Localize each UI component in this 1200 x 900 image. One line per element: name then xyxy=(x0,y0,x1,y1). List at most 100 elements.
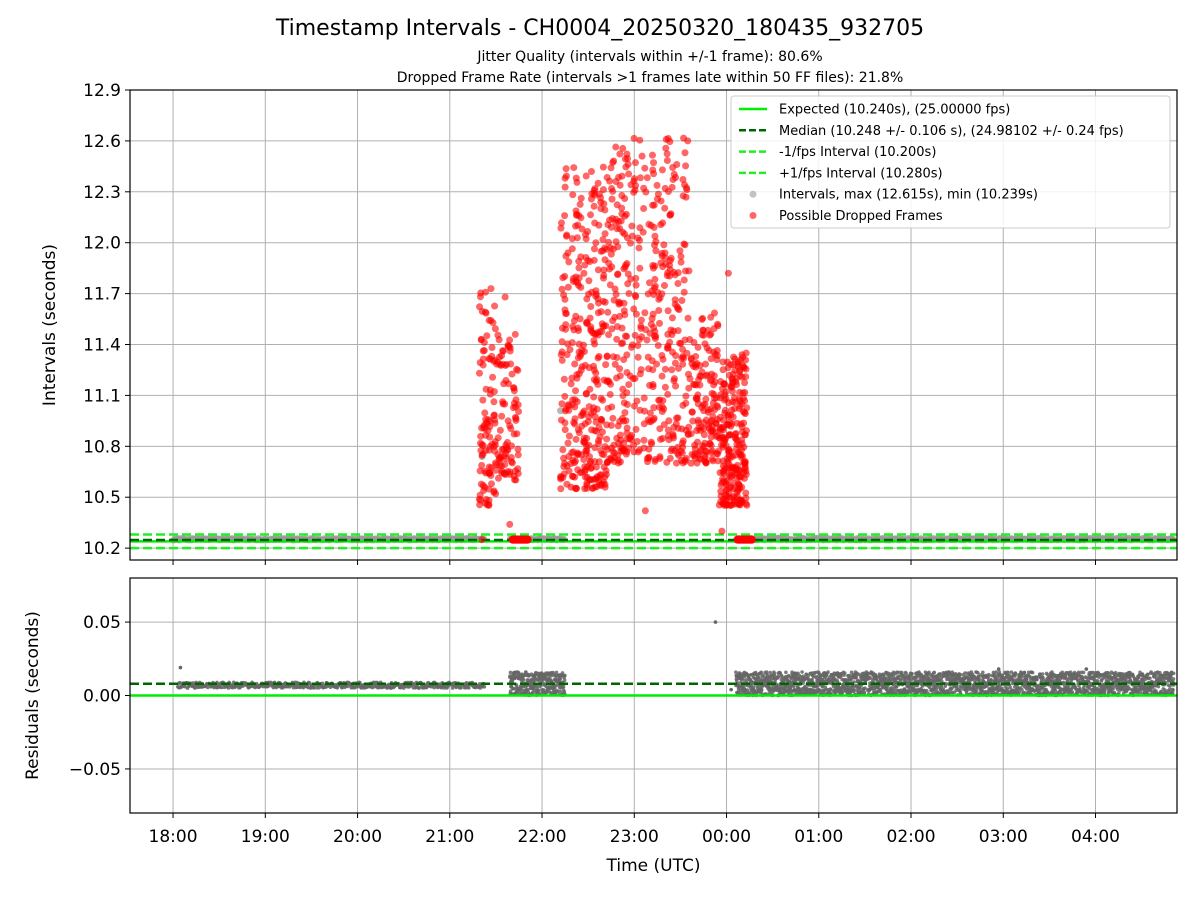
residual-point xyxy=(458,686,463,690)
dropped-frame-point xyxy=(681,149,689,157)
dropped-frame-point xyxy=(679,345,687,353)
dropped-frame-point xyxy=(568,245,576,253)
dropped-frame-point xyxy=(606,281,614,289)
dropped-frame-point xyxy=(658,290,666,298)
dropped-frame-point xyxy=(489,373,497,381)
dropped-frame-point xyxy=(582,253,590,261)
dropped-frame-point xyxy=(493,360,501,368)
dropped-frame-point xyxy=(680,276,688,284)
dropped-frame-point xyxy=(646,329,654,337)
residual-point xyxy=(811,675,816,679)
dropped-frame-point xyxy=(724,269,732,277)
dropped-frame-point xyxy=(678,439,686,447)
dropped-frame-point xyxy=(571,360,579,368)
dropped-frame-point xyxy=(506,520,514,528)
dropped-frame-point xyxy=(594,354,602,362)
dropped-frame-point xyxy=(636,174,644,182)
dropped-frame-point xyxy=(623,424,631,432)
dropped-frame-point xyxy=(605,238,613,246)
dropped-frame-point xyxy=(562,232,570,240)
dropped-frame-point xyxy=(668,314,676,322)
dropped-frame-point xyxy=(672,420,680,428)
dropped-frame-point xyxy=(480,421,488,429)
dropped-frame-point xyxy=(694,416,702,424)
dropped-frame-point xyxy=(737,453,745,461)
dropped-frame-point xyxy=(624,155,632,163)
dropped-frame-point xyxy=(557,224,565,232)
dropped-frame-point xyxy=(558,348,566,356)
dropped-frame-point xyxy=(729,463,737,471)
dropped-frame-point xyxy=(594,309,602,317)
dropped-frame-point xyxy=(590,202,598,210)
dropped-frame-point xyxy=(587,303,595,311)
intervals-y-axis-label: Intervals (seconds) xyxy=(40,244,60,406)
dropped-frame-point xyxy=(720,467,728,475)
dropped-frame-point xyxy=(660,282,668,290)
dropped-frame-point xyxy=(717,492,725,500)
residual-point xyxy=(562,678,567,683)
dropped-frame-point xyxy=(494,474,502,482)
dropped-frame-point xyxy=(583,481,591,489)
dropped-frame-point xyxy=(586,385,594,393)
residual-point xyxy=(800,670,804,674)
dropped-frame-point xyxy=(649,201,657,209)
dropped-frame-point xyxy=(559,446,567,454)
dropped-frame-point xyxy=(486,355,494,363)
interval-point xyxy=(556,407,564,415)
dropped-frame-point xyxy=(661,254,669,262)
residual-point xyxy=(776,674,781,679)
dropped-frame-point xyxy=(699,326,707,334)
dropped-frame-point xyxy=(662,144,670,152)
dropped-frame-point xyxy=(557,475,565,483)
dropped-frame-point xyxy=(694,343,702,351)
dropped-frame-point xyxy=(583,318,591,326)
dropped-frame-point xyxy=(571,387,579,395)
dropped-frame-point xyxy=(588,426,596,434)
dropped-frame-point xyxy=(599,323,607,331)
dropped-frame-point xyxy=(735,500,743,508)
dropped-frame-point xyxy=(645,454,653,462)
dropped-frame-point xyxy=(564,439,572,447)
dropped-frame-point xyxy=(655,307,663,315)
dropped-frame-point xyxy=(619,144,627,152)
dropped-frame-point xyxy=(736,366,744,374)
dropped-frame-point xyxy=(568,235,576,243)
dropped-frame-point xyxy=(562,321,570,329)
dropped-frame-point xyxy=(742,489,750,497)
dropped-frame-point xyxy=(742,349,750,357)
dropped-frame-point xyxy=(610,157,618,165)
dropped-frame-point xyxy=(743,404,751,412)
dropped-frame-point xyxy=(632,274,640,282)
dropped-frame-point xyxy=(664,330,672,338)
dropped-frame-point xyxy=(498,467,506,475)
intervals-y-tick-label: 12.9 xyxy=(83,81,121,101)
dropped-frame-point xyxy=(691,450,699,458)
dropped-frame-point xyxy=(682,392,690,400)
residual-point xyxy=(554,670,559,675)
dropped-frame-point xyxy=(498,412,506,420)
intervals-y-tick-label: 11.1 xyxy=(83,386,121,406)
residual-point xyxy=(226,686,231,690)
dropped-frame-point xyxy=(505,342,513,350)
dropped-frame-point xyxy=(648,151,656,159)
dropped-frame-point xyxy=(573,371,581,379)
dropped-frame-point xyxy=(668,445,676,453)
dropped-frame-point xyxy=(510,384,518,392)
dropped-frame-point xyxy=(496,426,504,434)
dropped-frame-point xyxy=(645,445,653,453)
dropped-frame-point xyxy=(511,330,519,338)
chart-subtitle-dropped: Dropped Frame Rate (intervals >1 frames … xyxy=(396,70,904,86)
dropped-frame-point xyxy=(671,296,679,304)
dropped-frame-point xyxy=(634,341,642,349)
dropped-frame-point xyxy=(674,279,682,287)
dropped-frame-point xyxy=(647,438,655,446)
residual-point xyxy=(858,686,862,691)
dropped-frame-point xyxy=(504,468,512,476)
dropped-frame-point xyxy=(671,359,679,367)
dropped-frame-point xyxy=(587,168,595,176)
dropped-frame-point xyxy=(563,480,571,488)
residual-point xyxy=(547,675,552,679)
dropped-frame-point xyxy=(511,403,519,411)
dropped-frame-point xyxy=(594,380,602,388)
residual-point xyxy=(768,670,773,675)
